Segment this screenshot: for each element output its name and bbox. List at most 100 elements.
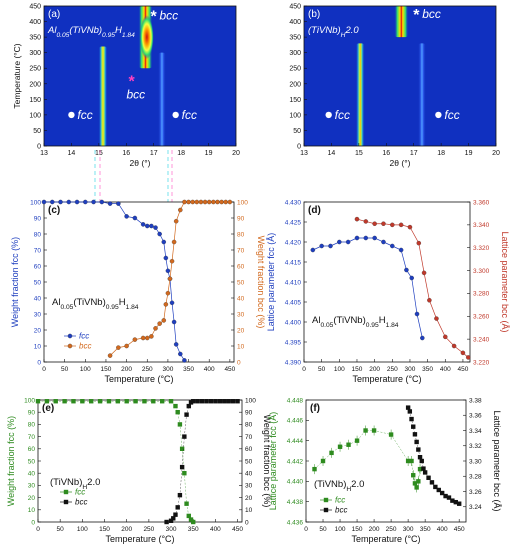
x-tick-label: 450 <box>224 366 235 373</box>
data-point-fcc <box>71 399 76 404</box>
y-tick-label-left: 4.415 <box>285 259 302 266</box>
data-point-fcc <box>41 199 47 205</box>
data-point-fcc <box>184 501 189 506</box>
x-tick-label: 19 <box>465 150 473 157</box>
y-tick-label-right: 20 <box>245 495 253 502</box>
y-tick-label-right: 3.220 <box>473 359 490 366</box>
data-point-bcc <box>124 343 129 349</box>
data-point-bcc <box>171 516 176 521</box>
chart-panel-f: 0 50 100 150 200 250 300 350 400 450 4.436 4.438 4.4… <box>268 397 502 544</box>
data-point-bcc <box>409 416 414 422</box>
y-tick-label: 400 <box>29 19 41 26</box>
y-tick-label: 200 <box>29 81 41 88</box>
y-tick-label-left: 60 <box>28 446 36 453</box>
x-tick-label: 400 <box>437 526 448 533</box>
y-tick-label: 50 <box>293 128 301 135</box>
data-point-fcc <box>149 223 154 229</box>
y-tick-label-right: 80 <box>237 231 245 238</box>
y-tick-label: 150 <box>29 97 41 104</box>
y-tick-label-right: 3.30 <box>469 458 482 465</box>
x-axis-label: 2θ (°) <box>390 158 411 168</box>
y-tick-label-left: 4.400 <box>285 319 302 326</box>
y-tick-label-right: 3.28 <box>469 474 482 481</box>
panel-label: (f) <box>310 403 320 414</box>
data-point-bcc <box>213 399 218 404</box>
data-point-fcc <box>62 399 67 404</box>
y-tick-label-left: 4.410 <box>285 279 302 286</box>
data-point-bcc <box>204 399 209 404</box>
x-tick-label: 13 <box>40 150 48 157</box>
data-point-bcc <box>161 318 167 323</box>
x-tick-label: 50 <box>319 526 327 533</box>
data-point-fcc <box>157 231 162 237</box>
y-tick-label: 400 <box>289 19 301 26</box>
data-point-bcc <box>169 258 175 264</box>
y-tick-label-right: 40 <box>245 471 253 478</box>
intensity-band-fcc <box>98 46 108 146</box>
y-tick-label-left: 100 <box>24 397 35 404</box>
data-point-bcc <box>421 466 426 471</box>
data-point-fcc <box>169 300 175 306</box>
data-point-bcc <box>219 199 224 205</box>
y-tick-label-right: 3.38 <box>469 397 482 404</box>
x-tick-label: 50 <box>57 526 65 533</box>
y-tick-label-left: 0 <box>31 519 35 526</box>
legend-entry: bcc <box>335 506 347 515</box>
data-point-fcc <box>153 225 158 230</box>
x-tick-label: 350 <box>420 526 431 533</box>
x-tick-label: 14 <box>328 150 336 157</box>
y-tick-label-left: 4.440 <box>287 479 304 486</box>
chart-panel-e: 0 50 100 150 200 250 300 350 400 4500102030405060… <box>6 397 272 544</box>
legend-marker-fcc <box>323 497 329 503</box>
data-point-bcc <box>230 399 236 404</box>
x-tick-label: 200 <box>121 526 132 533</box>
x-tick-label: 200 <box>121 366 132 373</box>
x-tick-label: 17 <box>150 150 158 157</box>
data-point-bcc <box>188 400 194 405</box>
bcc-marker-icon: * <box>129 74 136 91</box>
y-tick-label-left: 4.446 <box>287 418 304 425</box>
heatmap-panel-b: 13 14 15 16 17 18 19 20050100150200250300350400… <box>289 4 500 169</box>
data-point-fcc <box>44 399 50 404</box>
x-tick-label: 16 <box>382 150 390 157</box>
x-tick-label: 100 <box>335 526 346 533</box>
y-tick-label: 200 <box>289 81 301 88</box>
y-tick-label-left: 80 <box>28 422 36 429</box>
data-point-bcc <box>132 337 138 342</box>
legend-marker-fcc <box>67 333 73 339</box>
fcc-marker-icon <box>435 111 442 119</box>
data-point-bcc <box>182 434 187 439</box>
data-point-fcc <box>50 199 55 205</box>
y-tick-label-left: 50 <box>28 458 36 465</box>
x-tick-label: 13 <box>300 150 308 157</box>
data-point-bcc <box>164 519 169 525</box>
data-point-fcc <box>58 199 63 205</box>
x-tick-label: 14 <box>68 150 76 157</box>
data-point-fcc <box>161 239 167 245</box>
data-point-fcc <box>116 201 121 206</box>
data-point-fcc <box>168 399 174 404</box>
y-tick-label: 0 <box>297 144 301 151</box>
x-tick-label: 450 <box>232 526 243 533</box>
data-point-fcc <box>182 471 187 476</box>
data-point-bcc <box>429 480 435 485</box>
y-tick-label-left: 4.430 <box>285 199 302 206</box>
y-tick-label: 100 <box>289 112 301 119</box>
y-tick-label-right: 3.24 <box>469 504 482 511</box>
fcc-marker-icon <box>68 111 75 119</box>
x-tick-label: 20 <box>492 150 500 157</box>
data-point-bcc <box>194 199 200 205</box>
phase-annotation: fcc <box>444 108 459 122</box>
y-tick-label-right: 3.260 <box>473 314 490 321</box>
y-tick-label-right: 10 <box>237 343 245 350</box>
intensity-hotspot <box>139 15 154 60</box>
data-point-fcc <box>106 399 112 404</box>
data-point-bcc <box>168 518 174 523</box>
data-point-bcc <box>182 199 187 205</box>
x-tick-label: 20 <box>232 150 240 157</box>
y-axis-label-left: Lattice parameter fcc (Å) <box>266 233 276 332</box>
panel-label: (c) <box>48 205 60 216</box>
chart-panel-c: 0 50 100 150 200 250 300 350 400 4500102030405060… <box>10 199 266 384</box>
data-point-bcc <box>416 447 421 452</box>
